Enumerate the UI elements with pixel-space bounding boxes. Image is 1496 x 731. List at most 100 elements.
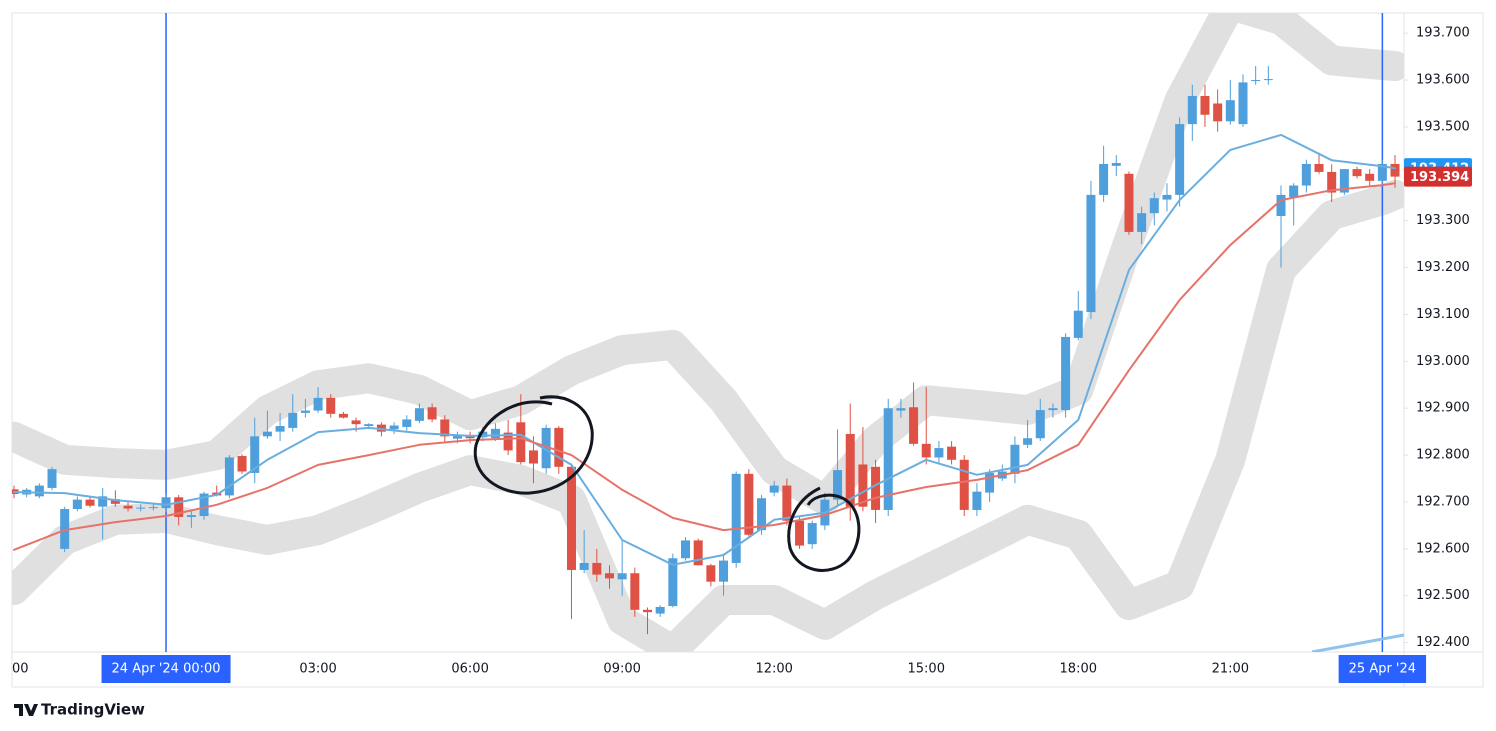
candle-body xyxy=(402,419,412,427)
candle-body xyxy=(554,427,564,467)
candle-body xyxy=(782,485,792,521)
candle-body xyxy=(1023,438,1033,445)
candle-body xyxy=(681,540,691,559)
moving-average xyxy=(13,182,1396,551)
candle-body xyxy=(389,425,399,430)
candle-body xyxy=(503,432,513,451)
moving-average xyxy=(13,133,1396,566)
candle-body xyxy=(123,505,133,509)
candle-body xyxy=(883,408,893,510)
candle-body xyxy=(34,485,44,497)
candle-body xyxy=(972,491,982,510)
candle-body xyxy=(516,422,526,463)
candle-body xyxy=(161,497,171,509)
candle-body xyxy=(300,410,310,413)
candle-body xyxy=(845,433,855,507)
candle-body xyxy=(1187,95,1197,125)
candle-body xyxy=(858,464,868,507)
candle-body xyxy=(338,413,348,418)
candle-body xyxy=(1377,163,1387,181)
candle-body xyxy=(947,446,957,460)
candle-body xyxy=(1390,163,1400,177)
candle-body xyxy=(1035,410,1045,439)
candle-body xyxy=(1149,198,1159,214)
y-tick-label: 192.700 xyxy=(1416,494,1470,509)
candle-body xyxy=(288,412,298,428)
candle-body xyxy=(896,408,906,411)
candle-body xyxy=(579,562,589,570)
y-tick-label: 192.400 xyxy=(1416,635,1470,650)
x-tick-label: 12:00 xyxy=(755,662,792,677)
candle-body xyxy=(313,397,323,411)
bollinger-band xyxy=(12,179,1404,652)
candle-body xyxy=(1010,444,1020,474)
x-tick-label: 25 Apr '24 xyxy=(1349,662,1416,677)
plot-area xyxy=(12,13,1404,652)
candle-body xyxy=(909,407,919,444)
candle-body xyxy=(85,499,95,506)
candle-body xyxy=(706,565,716,582)
candle-body xyxy=(934,448,944,458)
x-tick-label: 09:00 xyxy=(603,662,640,677)
candle-body xyxy=(1276,194,1286,216)
candle-body xyxy=(1162,194,1172,200)
bollinger-band xyxy=(12,13,1404,516)
candle-body xyxy=(959,459,969,510)
x-tick-label: 21:00 xyxy=(1212,662,1249,677)
y-tick-label: 193.600 xyxy=(1416,73,1470,88)
x-tick-label: 03:00 xyxy=(299,662,336,677)
candle-body xyxy=(47,469,57,488)
candle-body xyxy=(1251,80,1261,82)
candle-body xyxy=(199,493,209,517)
chart-frame xyxy=(11,12,1484,688)
candle-body xyxy=(490,428,500,439)
candle-body xyxy=(744,473,754,535)
candle-body xyxy=(224,457,234,496)
candle-body xyxy=(1200,95,1210,115)
x-tick-label: 06:00 xyxy=(451,662,488,677)
y-tick-label: 193.700 xyxy=(1416,26,1470,41)
candle-body xyxy=(110,499,120,504)
candle-body xyxy=(1314,163,1324,172)
candle-body xyxy=(1137,213,1147,232)
x-tick-highlight xyxy=(1338,655,1427,683)
candle-body xyxy=(237,456,247,472)
candle-body xyxy=(1213,103,1223,122)
candle-body xyxy=(326,397,336,414)
candle-body xyxy=(98,496,108,507)
x-tick-highlight xyxy=(101,655,231,683)
candle-body xyxy=(275,426,285,432)
candle-body xyxy=(364,424,374,427)
candle-body xyxy=(833,470,843,500)
candle-body xyxy=(1124,173,1134,232)
y-tick-label: 193.200 xyxy=(1416,260,1470,275)
candle-body xyxy=(351,420,361,425)
annotations xyxy=(473,395,1404,652)
candle-body xyxy=(1339,169,1349,193)
x-tick-label: 15:00 xyxy=(908,662,945,677)
candle-body xyxy=(1301,163,1311,186)
candle-body xyxy=(668,558,678,607)
candle-body xyxy=(985,472,995,493)
candle-body xyxy=(427,407,437,420)
candle-body xyxy=(1061,336,1071,411)
candle-body xyxy=(250,436,260,473)
candle-body xyxy=(1289,185,1299,198)
candle-body xyxy=(136,507,146,509)
brand-logo xyxy=(14,704,38,716)
candle-body xyxy=(693,540,703,566)
circle-annotation xyxy=(787,486,861,572)
candle-body xyxy=(1238,82,1248,125)
candle-body xyxy=(795,520,805,546)
candle-body xyxy=(1086,194,1096,313)
y-tick-label: 193.300 xyxy=(1416,213,1470,228)
candle-body xyxy=(1263,79,1273,81)
candle-body xyxy=(731,473,741,563)
y-tick-label: 193.100 xyxy=(1416,307,1470,322)
y-tick-label: 192.800 xyxy=(1416,448,1470,463)
candle-body xyxy=(757,498,767,531)
candle-body xyxy=(566,466,576,570)
candle-body xyxy=(186,515,196,517)
candle-body xyxy=(921,443,931,458)
